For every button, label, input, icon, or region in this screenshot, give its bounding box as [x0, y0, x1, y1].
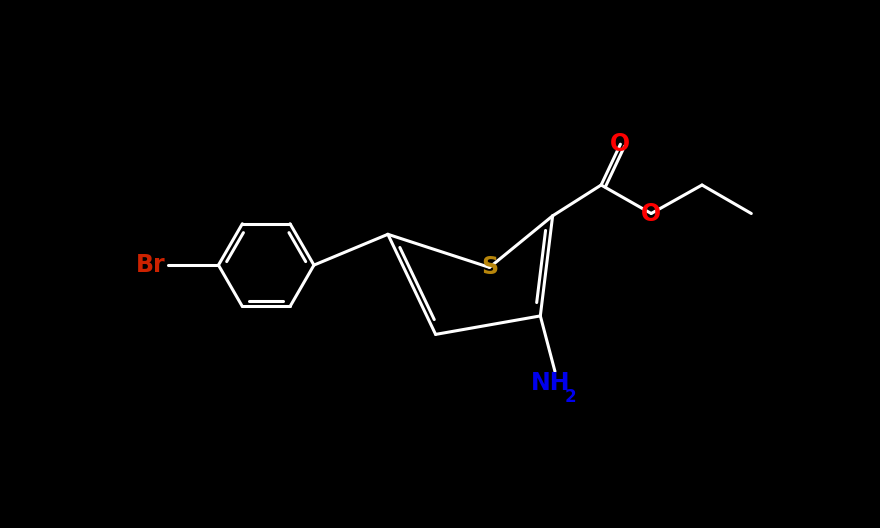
Text: O: O: [611, 132, 630, 156]
Text: Br: Br: [136, 253, 165, 277]
Text: S: S: [481, 256, 498, 279]
Text: NH: NH: [531, 371, 570, 395]
Text: 2: 2: [564, 388, 576, 406]
Text: O: O: [642, 202, 661, 225]
